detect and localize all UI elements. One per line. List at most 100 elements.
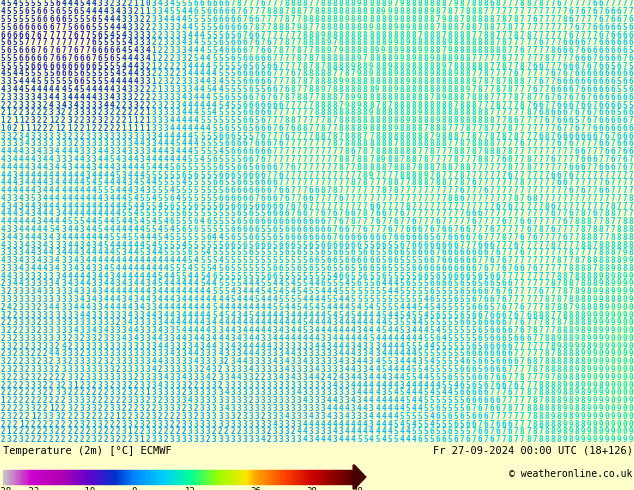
- Text: 4: 4: [188, 124, 193, 133]
- Text: 6: 6: [254, 70, 259, 78]
- Text: 3: 3: [134, 303, 138, 312]
- Text: 8: 8: [448, 54, 452, 63]
- Text: 8: 8: [472, 0, 476, 8]
- Text: 4: 4: [103, 256, 108, 265]
- Text: 8: 8: [580, 241, 585, 249]
- Text: 5: 5: [91, 77, 96, 86]
- Text: 7: 7: [453, 225, 458, 234]
- Text: 3: 3: [127, 342, 132, 351]
- Text: 9: 9: [387, 7, 392, 16]
- Text: 5: 5: [465, 287, 470, 296]
- Text: 1: 1: [31, 412, 36, 421]
- Text: 9: 9: [574, 412, 579, 421]
- Text: 7: 7: [273, 38, 277, 48]
- Text: 8: 8: [532, 396, 537, 405]
- Text: 2: 2: [55, 373, 60, 382]
- Text: 7: 7: [405, 178, 410, 187]
- Text: 6: 6: [290, 163, 295, 172]
- Text: 8: 8: [568, 248, 573, 257]
- Text: 5: 5: [224, 271, 229, 281]
- Text: 7: 7: [538, 427, 543, 436]
- Text: 3: 3: [134, 318, 138, 327]
- Text: 4: 4: [103, 295, 108, 304]
- Text: 3: 3: [97, 100, 102, 110]
- Text: 2: 2: [43, 349, 48, 359]
- Text: 2: 2: [127, 412, 132, 421]
- Text: 5: 5: [236, 54, 241, 63]
- Text: 7: 7: [544, 100, 549, 110]
- Text: 4: 4: [309, 318, 313, 327]
- Text: 6: 6: [550, 70, 555, 78]
- Bar: [158, 469, 159, 485]
- Text: 4: 4: [375, 365, 380, 374]
- Text: 4: 4: [152, 365, 157, 374]
- Text: 4: 4: [387, 404, 392, 413]
- Text: 3: 3: [49, 287, 54, 296]
- Text: 5: 5: [25, 62, 30, 71]
- Text: 8: 8: [460, 85, 464, 94]
- Text: 6: 6: [218, 178, 223, 187]
- Text: 5: 5: [436, 365, 440, 374]
- Text: 9: 9: [592, 419, 597, 428]
- Text: 4: 4: [146, 46, 150, 55]
- Text: 6: 6: [472, 295, 476, 304]
- Text: 4: 4: [67, 233, 72, 242]
- Bar: [250, 469, 252, 485]
- Text: 4: 4: [67, 225, 72, 234]
- Text: 7: 7: [309, 100, 313, 110]
- Text: 8: 8: [556, 357, 561, 366]
- Text: 4: 4: [212, 233, 217, 242]
- Text: 2: 2: [85, 419, 90, 428]
- Text: 8: 8: [309, 70, 313, 78]
- Text: 3: 3: [278, 357, 283, 366]
- Text: 7: 7: [314, 140, 320, 148]
- Text: 2: 2: [266, 427, 271, 436]
- Text: 7: 7: [544, 271, 549, 281]
- Text: 6: 6: [436, 279, 440, 289]
- Text: 7: 7: [490, 287, 495, 296]
- Text: 4: 4: [387, 381, 392, 390]
- Text: 3: 3: [127, 93, 132, 102]
- Text: 9: 9: [405, 38, 410, 48]
- Text: 5: 5: [261, 225, 265, 234]
- Text: 6: 6: [224, 0, 229, 8]
- Text: 7: 7: [302, 178, 307, 187]
- Text: 7: 7: [538, 124, 543, 133]
- Text: 5: 5: [448, 365, 452, 374]
- Text: 6: 6: [242, 46, 247, 55]
- Text: 3: 3: [188, 85, 193, 94]
- Bar: [287, 469, 288, 485]
- Text: 5: 5: [176, 209, 181, 219]
- Text: 3: 3: [176, 30, 181, 40]
- Text: 4: 4: [146, 311, 150, 319]
- Text: 3: 3: [1, 342, 5, 351]
- Text: 4: 4: [369, 412, 373, 421]
- Text: 3: 3: [49, 147, 54, 156]
- Text: 8: 8: [477, 38, 482, 48]
- Bar: [143, 469, 144, 485]
- Text: 3: 3: [182, 54, 186, 63]
- Text: 6: 6: [496, 342, 500, 351]
- Text: 3: 3: [266, 373, 271, 382]
- Text: 7: 7: [526, 38, 531, 48]
- Text: 7: 7: [417, 147, 422, 156]
- Text: 7: 7: [508, 38, 512, 48]
- Text: 3: 3: [242, 404, 247, 413]
- Text: 6: 6: [550, 225, 555, 234]
- Text: 3: 3: [127, 147, 132, 156]
- Text: 3: 3: [122, 7, 126, 16]
- Text: 7: 7: [441, 202, 446, 211]
- Text: 2: 2: [164, 435, 169, 444]
- Text: 4: 4: [122, 334, 126, 343]
- Bar: [25, 469, 27, 485]
- Bar: [247, 469, 248, 485]
- Text: 4: 4: [236, 295, 241, 304]
- Text: 7: 7: [429, 132, 434, 141]
- Text: 6: 6: [604, 23, 609, 32]
- Text: 5: 5: [417, 256, 422, 265]
- Text: 2: 2: [134, 373, 138, 382]
- Text: 4: 4: [13, 202, 17, 211]
- Text: 5: 5: [194, 155, 198, 164]
- Text: 8: 8: [574, 311, 579, 319]
- Text: 5: 5: [212, 225, 217, 234]
